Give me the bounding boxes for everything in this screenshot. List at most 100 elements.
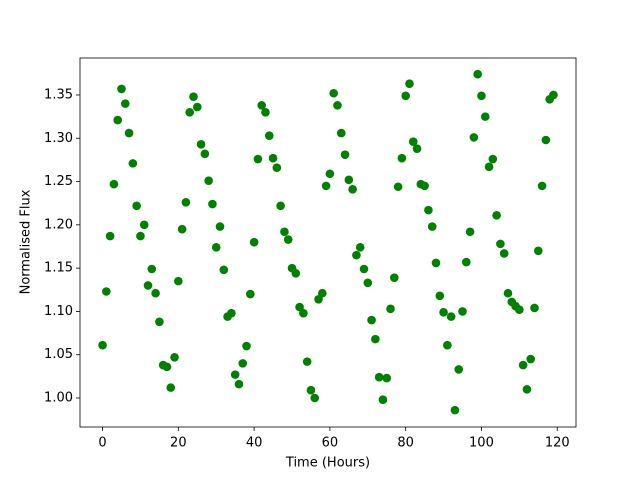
point [473, 69, 482, 79]
point [515, 305, 524, 314]
point [136, 231, 145, 241]
point [124, 128, 134, 138]
point [102, 287, 111, 296]
point [408, 137, 418, 147]
point [401, 91, 410, 101]
point [462, 257, 471, 267]
point [359, 264, 369, 274]
point [272, 163, 282, 172]
point [128, 159, 138, 168]
point [280, 227, 289, 237]
point [246, 289, 255, 299]
point [458, 307, 467, 316]
point [393, 182, 403, 192]
point [189, 92, 198, 102]
point [469, 133, 479, 142]
point [242, 341, 251, 351]
point [367, 315, 376, 325]
point [310, 393, 320, 403]
y-tick-label: 1.10 [44, 304, 73, 319]
point [321, 181, 331, 191]
y-tick-label: 1.05 [44, 347, 73, 362]
point [336, 128, 346, 138]
point [257, 101, 266, 110]
point [541, 135, 551, 145]
point [371, 334, 380, 344]
point [276, 201, 285, 211]
x-tick-label: 120 [545, 436, 570, 451]
x-tick-label: 20 [170, 436, 187, 451]
point [325, 169, 335, 179]
point [454, 365, 464, 374]
point [530, 303, 539, 313]
y-tick-label: 1.35 [44, 87, 73, 102]
point [113, 115, 123, 125]
point [424, 205, 433, 215]
point [177, 224, 187, 234]
point [208, 199, 217, 209]
y-tick-label: 1.30 [44, 131, 73, 146]
point [105, 231, 115, 241]
point [174, 276, 183, 286]
point [344, 175, 354, 185]
y-tick-label: 1.15 [44, 261, 73, 276]
y-tick-label: 1.20 [44, 217, 73, 232]
point [477, 91, 486, 101]
point [499, 249, 509, 258]
point [98, 340, 107, 350]
point [109, 179, 119, 189]
point [318, 288, 327, 298]
point [162, 362, 172, 372]
point [355, 243, 365, 252]
x-tick-label: 60 [322, 436, 339, 451]
point [211, 243, 221, 252]
point [302, 357, 312, 366]
point [480, 112, 490, 121]
point [533, 246, 543, 256]
point [181, 198, 191, 207]
point [306, 385, 316, 395]
plot-frame [79, 57, 577, 428]
point [143, 281, 153, 290]
point [329, 88, 338, 98]
point [503, 288, 513, 298]
point [117, 84, 126, 94]
point [261, 107, 270, 117]
point [537, 181, 547, 191]
point [253, 154, 263, 164]
point [139, 220, 149, 230]
point [348, 185, 357, 194]
y-tick-label: 1.00 [44, 390, 73, 405]
point [155, 317, 164, 327]
point [219, 265, 229, 275]
point [192, 102, 202, 112]
x-tick-label: 0 [98, 436, 106, 451]
point [488, 154, 498, 164]
point [283, 235, 293, 244]
point [268, 153, 278, 163]
point [435, 291, 445, 301]
point [340, 150, 350, 160]
point [390, 273, 399, 282]
point [120, 99, 130, 108]
y-tick-label: 1.25 [44, 174, 73, 189]
point [170, 353, 179, 362]
point [200, 149, 210, 159]
point [549, 90, 558, 100]
point [443, 340, 452, 350]
point [166, 383, 176, 392]
point [427, 222, 437, 231]
point [238, 359, 248, 368]
point [363, 278, 373, 288]
point [378, 395, 388, 405]
point [492, 211, 501, 220]
point [227, 308, 236, 318]
x-tick-label: 80 [397, 436, 414, 451]
point [374, 372, 384, 382]
point [518, 360, 528, 370]
point [333, 101, 342, 110]
x-axis-label: Time (Hours) [285, 456, 370, 471]
point [382, 373, 392, 383]
point [196, 140, 206, 149]
